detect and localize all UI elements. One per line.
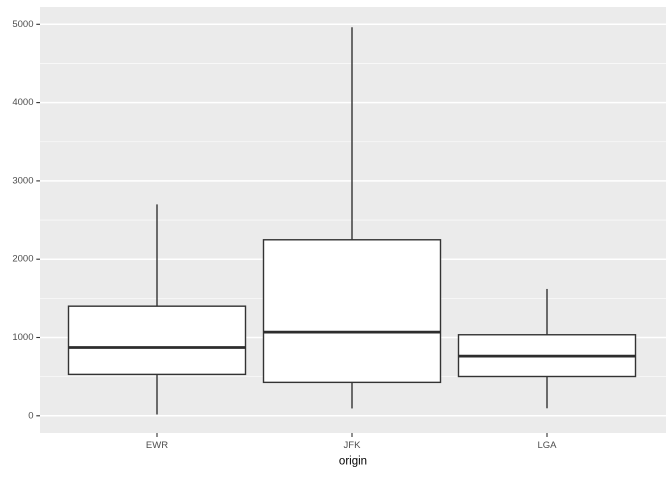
y-axis-tick-label: 0 [28, 410, 33, 421]
x-axis-tick-label: LGA [537, 440, 557, 451]
y-axis-tick-label: 2000 [12, 254, 33, 265]
x-axis-tick-label: JFK [344, 440, 362, 451]
y-axis-tick-label: 4000 [12, 97, 33, 108]
x-axis-tick-label: EWR [146, 440, 168, 451]
box-iqr-EWR [67, 305, 247, 376]
y-axis-tick-label: 3000 [12, 175, 33, 186]
y-axis-tick-label: 1000 [12, 332, 33, 343]
x-axis-title: origin [339, 456, 367, 468]
box-iqr-JFK [262, 239, 442, 384]
y-axis-tick-label: 5000 [12, 19, 33, 30]
